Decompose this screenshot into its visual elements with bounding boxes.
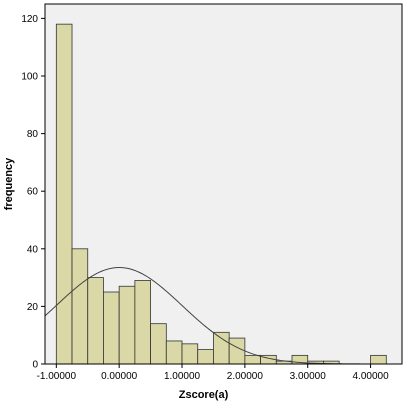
y-axis-title: frequency	[3, 157, 15, 210]
histogram-bar-0	[55, 23, 73, 365]
x-axis-title: Zscore(a)	[179, 389, 229, 401]
histogram-bar-7	[165, 340, 183, 365]
bars-group	[55, 23, 387, 365]
histogram-bar-3	[103, 291, 120, 365]
histogram-bar-11	[228, 337, 246, 365]
x-tick-label: -1.00000	[37, 371, 77, 382]
histogram-bar-4	[118, 285, 136, 365]
y-axis-ticks: 0 20 40 60 80 100 120	[21, 14, 45, 371]
histogram-bar-2	[87, 277, 104, 365]
x-tick-label: 0.00000	[101, 371, 138, 382]
y-tick-label: 40	[27, 244, 39, 255]
y-tick-label: 60	[27, 187, 39, 198]
histogram-bar-5	[134, 280, 151, 365]
x-tick-label: 1.00000	[164, 371, 201, 382]
y-tick-label: 0	[32, 360, 38, 371]
y-tick-label: 120	[21, 14, 38, 25]
histogram-bar-10	[213, 331, 230, 365]
x-axis-ticks: -1.00000 0.00000 1.00000 2.00000 3.00000 4.00…	[37, 364, 389, 382]
histogram-bar-12	[244, 354, 261, 365]
histogram-bar-1	[71, 248, 89, 365]
x-tick-label: 3.00000	[290, 371, 327, 382]
y-tick-label: 20	[27, 302, 39, 313]
histogram-bar-6	[150, 323, 167, 365]
x-tick-label: 2.00000	[227, 371, 264, 382]
y-tick-label: 80	[27, 129, 39, 140]
x-tick-label: 4.00000	[352, 371, 389, 382]
histogram-bar-9	[197, 349, 214, 365]
y-tick-label: 100	[21, 72, 38, 83]
histogram-bar-20	[370, 354, 387, 365]
histogram-bar-8	[181, 343, 199, 365]
